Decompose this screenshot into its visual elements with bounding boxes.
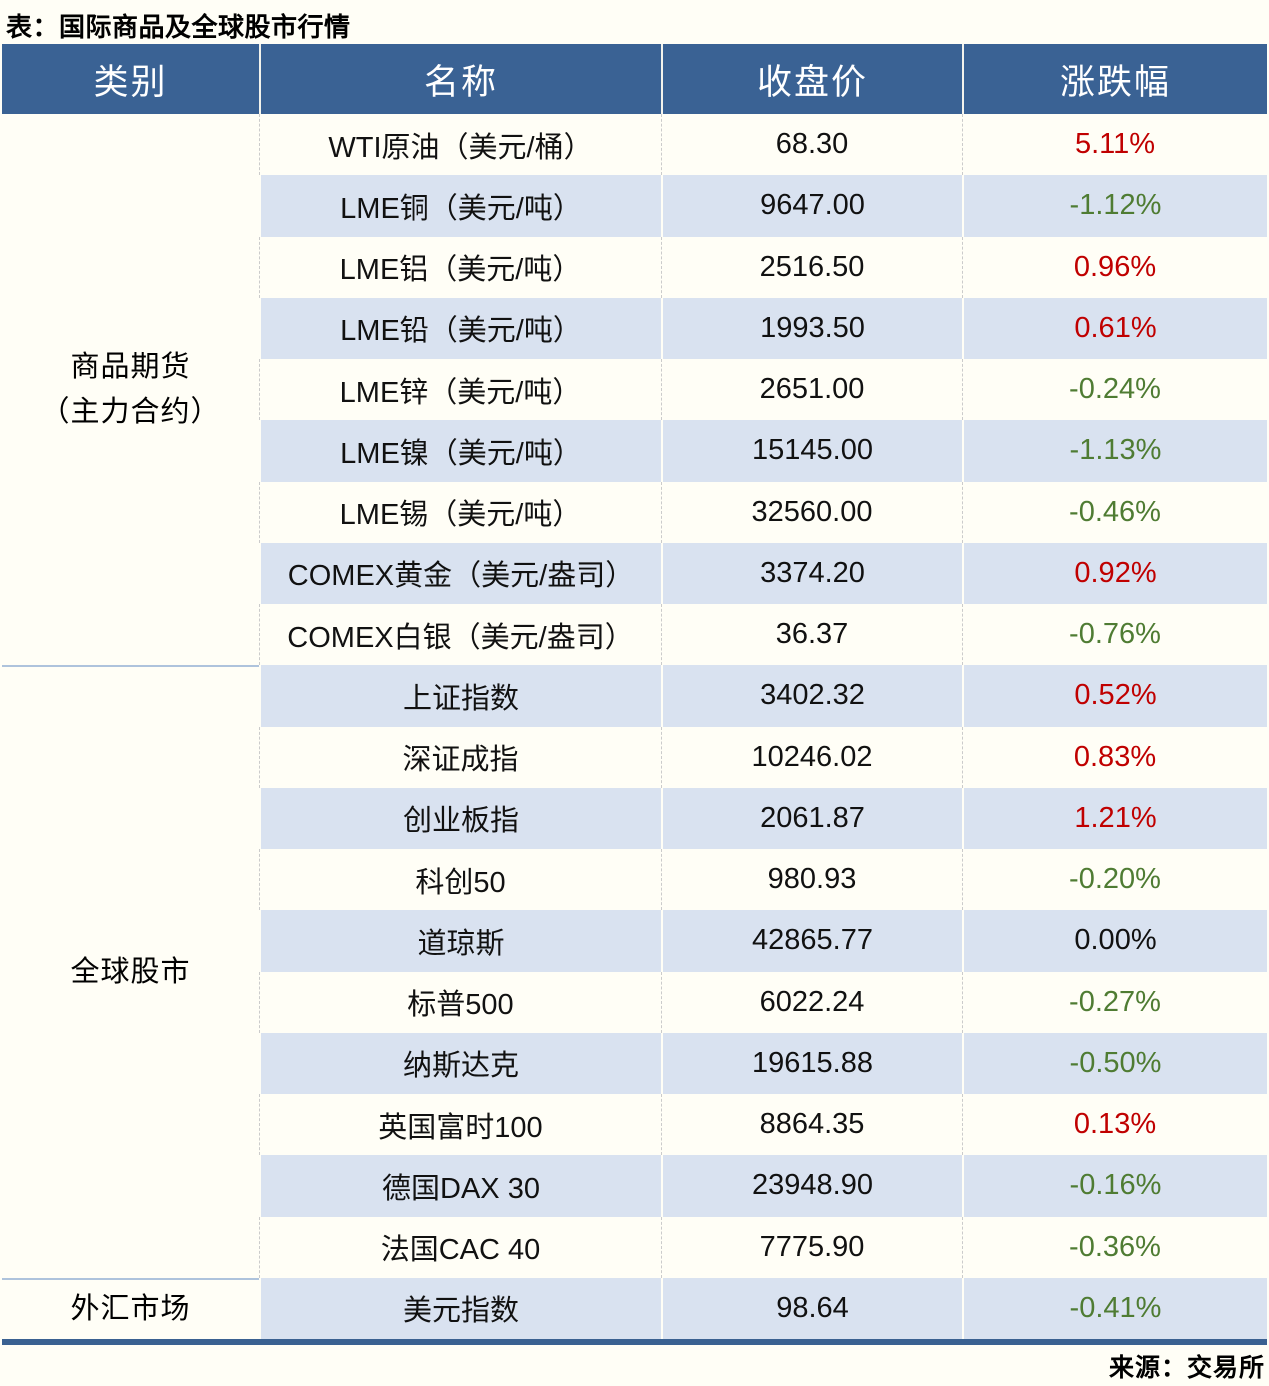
row-name: 标普500: [259, 971, 661, 1033]
row-close: 98.64: [661, 1277, 962, 1339]
table-title: 表：国际商品及全球股市行情: [6, 12, 351, 42]
row-change: 0.52%: [962, 665, 1267, 727]
row-close: 980.93: [661, 849, 962, 911]
row-change: -0.20%: [962, 849, 1267, 911]
row-change: 0.13%: [962, 1094, 1267, 1156]
row-change: -0.36%: [962, 1216, 1267, 1278]
row-change: -0.24%: [962, 359, 1267, 421]
row-close: 42865.77: [661, 910, 962, 972]
row-change: 0.96%: [962, 236, 1267, 298]
row-name: LME铅（美元/吨）: [259, 297, 661, 359]
category-cell: 外汇市场: [2, 1277, 259, 1339]
row-name: LME镍（美元/吨）: [259, 420, 661, 482]
row-change: 0.92%: [962, 542, 1267, 604]
row-change: -0.76%: [962, 604, 1267, 666]
row-close: 6022.24: [661, 971, 962, 1033]
row-name: 创业板指: [259, 787, 661, 849]
row-name: LME铜（美元/吨）: [259, 175, 661, 237]
row-name: 德国DAX 30: [259, 1155, 661, 1217]
row-close: 3402.32: [661, 665, 962, 727]
source-note: 来源：交易所: [1108, 1353, 1265, 1382]
category-label-line: 全球股市: [70, 956, 191, 989]
category-label-line: 外汇市场: [70, 1292, 191, 1325]
row-name: 科创50: [259, 849, 661, 911]
row-change: -1.13%: [962, 420, 1267, 482]
row-close: 9647.00: [661, 175, 962, 237]
row-name: 英国富时100: [259, 1094, 661, 1156]
category-cell: 全球股市: [2, 665, 259, 1278]
row-change: 1.21%: [962, 787, 1267, 849]
row-name: 道琼斯: [259, 910, 661, 972]
row-close: 2061.87: [661, 787, 962, 849]
row-change: -0.46%: [962, 481, 1267, 543]
row-close: 36.37: [661, 604, 962, 666]
header-change: 涨跌幅: [962, 44, 1267, 114]
row-change: -0.16%: [962, 1155, 1267, 1217]
row-change: -0.41%: [962, 1277, 1267, 1339]
row-name: LME锡（美元/吨）: [259, 481, 661, 543]
row-name: 法国CAC 40: [259, 1216, 661, 1278]
header-category: 类别: [93, 62, 168, 102]
row-close: 2516.50: [661, 236, 962, 298]
row-change: -1.12%: [962, 175, 1267, 237]
row-close: 15145.00: [661, 420, 962, 482]
row-name: LME铝（美元/吨）: [259, 236, 661, 298]
category-cell: 商品期货 （主力合约）: [2, 114, 259, 666]
row-name: LME锌（美元/吨）: [259, 359, 661, 421]
category-label-line: （主力合约）: [40, 395, 221, 428]
row-name: COMEX白银（美元/盎司）: [259, 604, 661, 666]
row-close: 19615.88: [661, 1032, 962, 1094]
row-name: 美元指数: [259, 1277, 661, 1339]
row-name: WTI原油（美元/桶）: [259, 114, 661, 176]
row-close: 23948.90: [661, 1155, 962, 1217]
row-change: -0.50%: [962, 1032, 1267, 1094]
row-close: 10246.02: [661, 726, 962, 788]
quotes-table: 类别 名称 收盘价 涨跌幅 商品期货 （主力合约） WTI原油（美元/桶） 68.30…: [2, 44, 1267, 1339]
header-name: 名称: [259, 44, 661, 114]
table-bottom-border: [2, 1339, 1267, 1345]
row-name: COMEX黄金（美元/盎司）: [259, 542, 661, 604]
row-change: 5.11%: [962, 114, 1267, 176]
table-body: 商品期货 （主力合约） WTI原油（美元/桶） 68.30 5.11% LME铜（美元/吨…: [2, 114, 1267, 1339]
row-close: 7775.90: [661, 1216, 962, 1278]
row-close: 1993.50: [661, 297, 962, 359]
row-close: 32560.00: [661, 481, 962, 543]
row-change: 0.83%: [962, 726, 1267, 788]
header-close: 收盘价: [661, 44, 962, 114]
row-name: 纳斯达克: [259, 1032, 661, 1094]
row-change: -0.27%: [962, 971, 1267, 1033]
row-close: 68.30: [661, 114, 962, 176]
category-label-line: 商品期货: [70, 350, 191, 383]
row-change: 0.00%: [962, 910, 1267, 972]
row-name: 深证成指: [259, 726, 661, 788]
table-header-row: 类别 名称 收盘价 涨跌幅: [2, 44, 1267, 114]
row-name: 上证指数: [259, 665, 661, 727]
row-change: 0.61%: [962, 297, 1267, 359]
row-close: 2651.00: [661, 359, 962, 421]
row-close: 3374.20: [661, 542, 962, 604]
row-close: 8864.35: [661, 1094, 962, 1156]
